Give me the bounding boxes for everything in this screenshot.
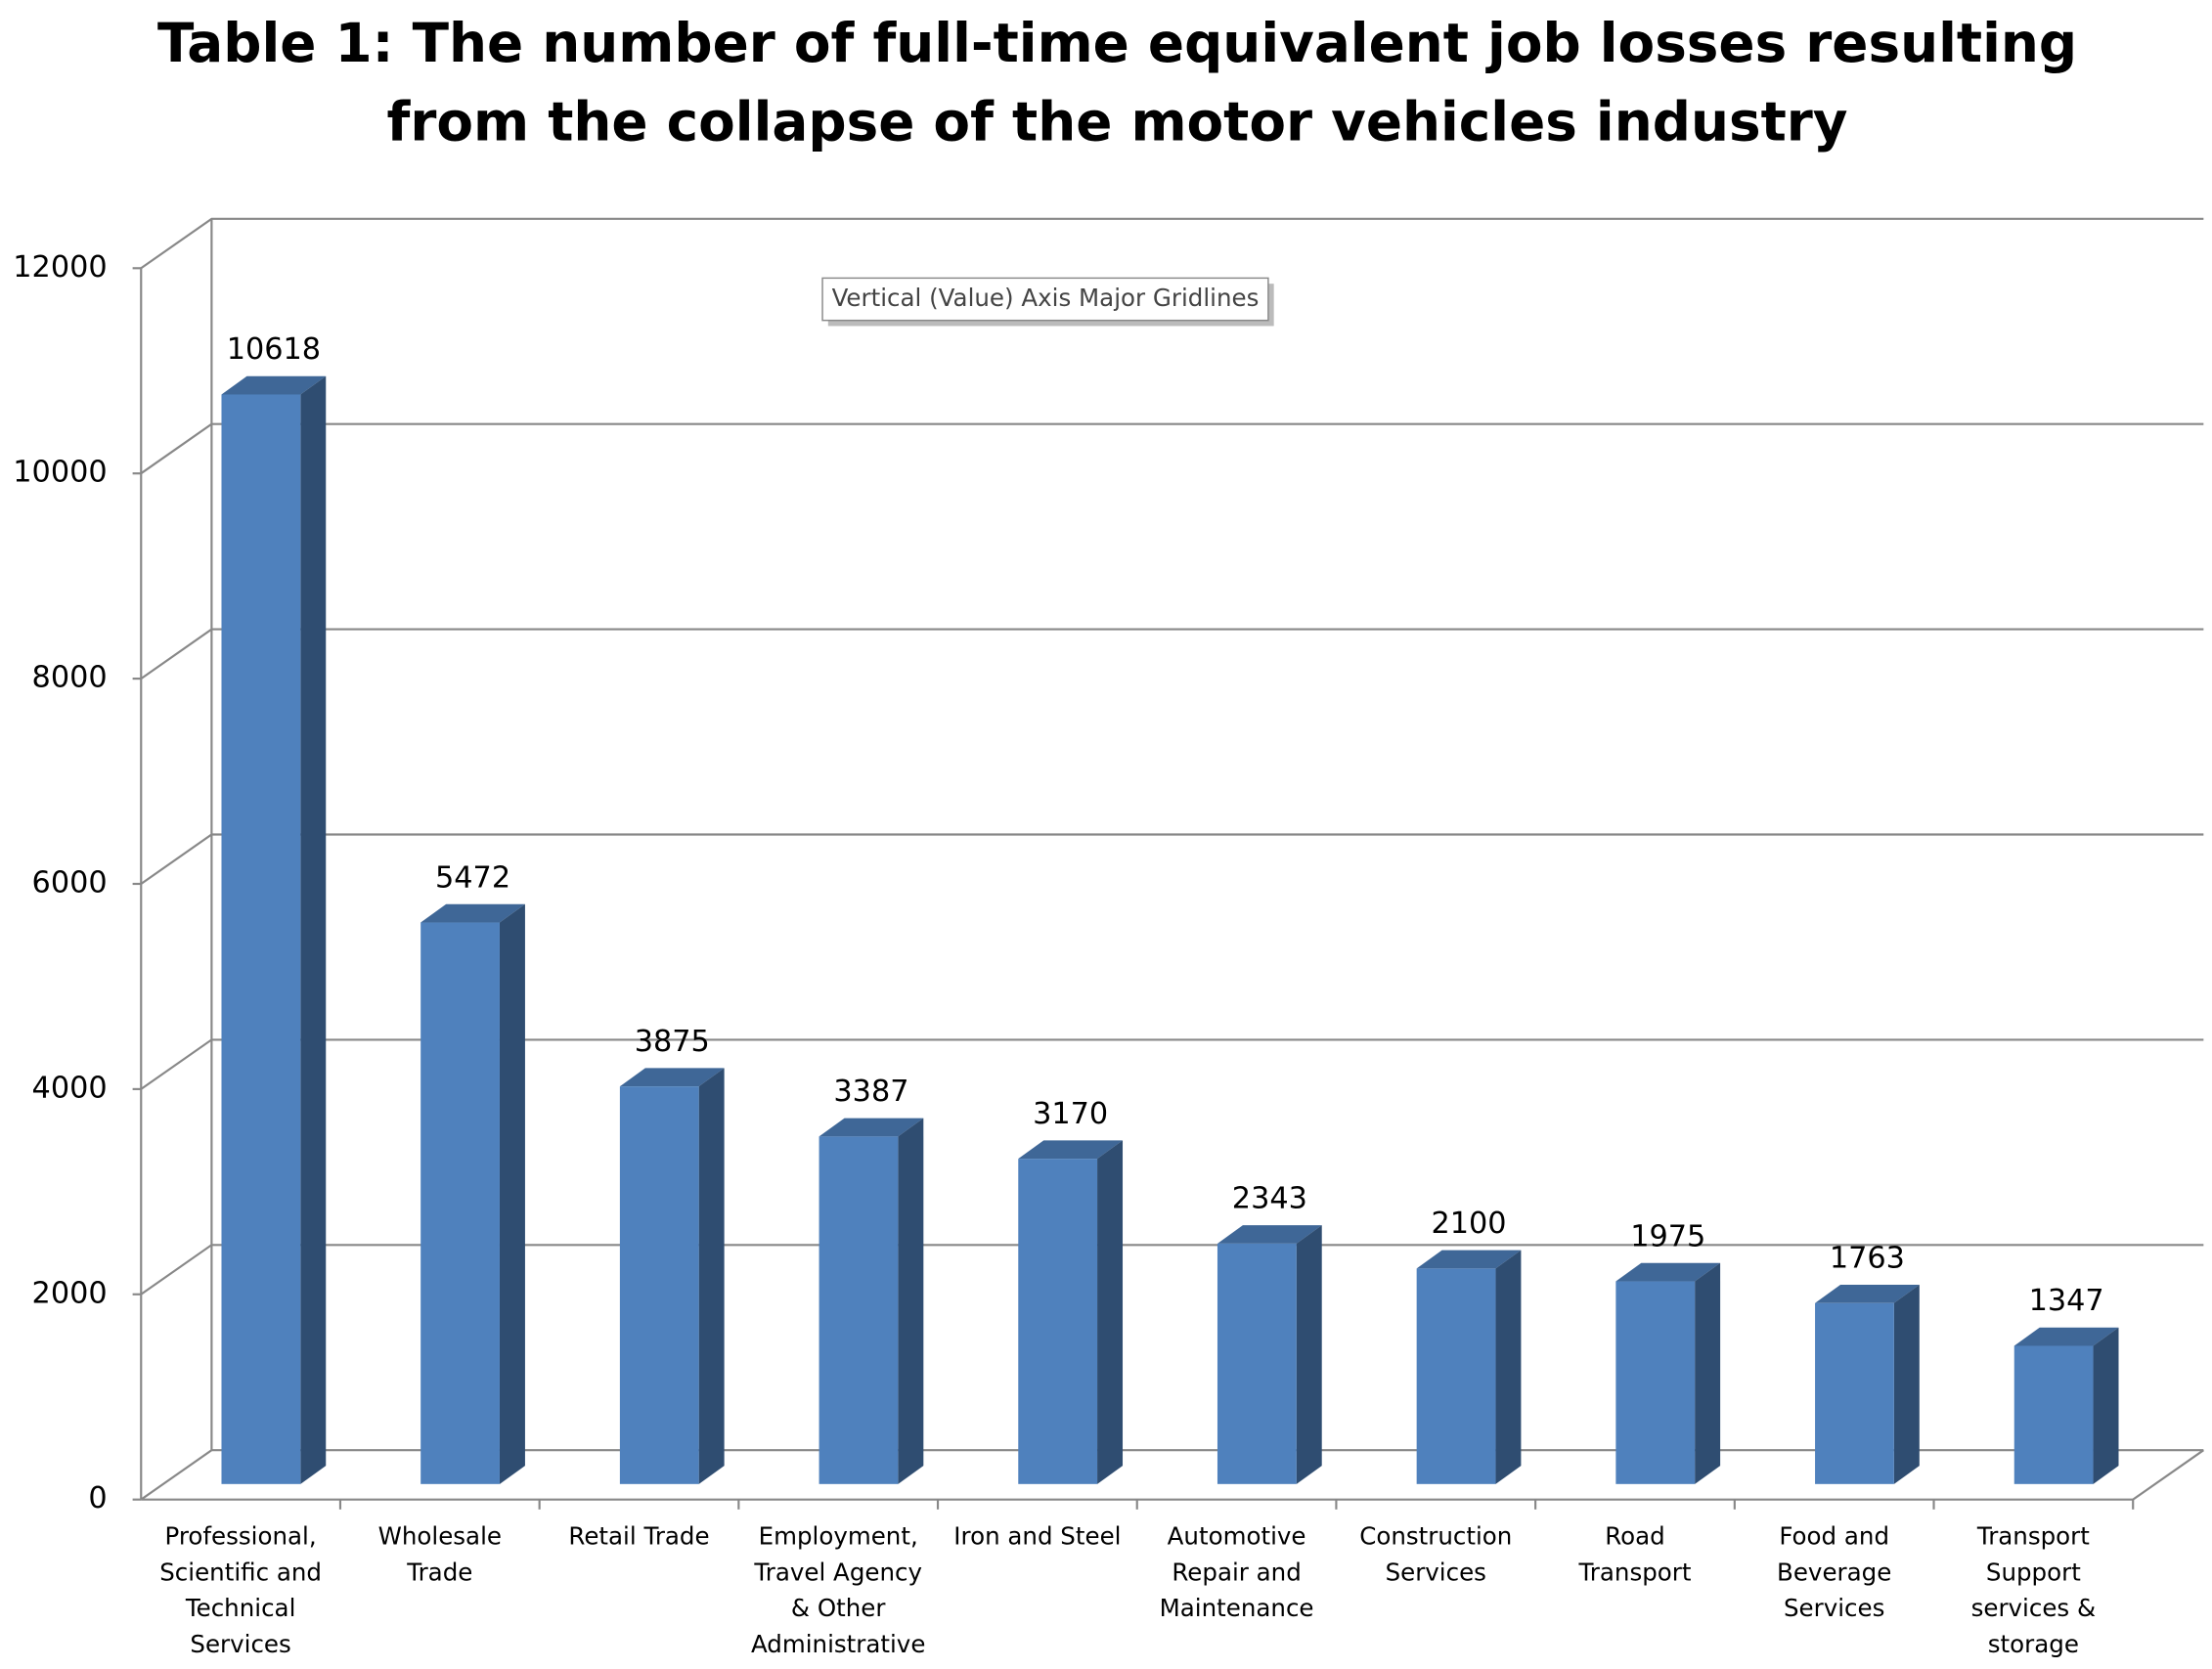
bar — [619, 1068, 725, 1484]
grid-line — [140, 833, 2204, 885]
bar-side — [1097, 1140, 1124, 1484]
tooltip — [821, 277, 1269, 322]
bar-side — [300, 375, 327, 1484]
value-label: 10618 — [227, 332, 321, 367]
bar-top — [1416, 1250, 1522, 1269]
bar-top — [1615, 1262, 1721, 1282]
grid-line — [140, 1038, 2204, 1090]
bar-top — [818, 1118, 924, 1137]
x-tick-label: Employment, Travel Agency & Other Administr… — [751, 1522, 925, 1658]
bar-side — [1296, 1225, 1322, 1484]
bar — [1217, 1225, 1322, 1484]
x-tick-label: Food and Beverage Services — [1777, 1522, 1891, 1623]
value-label: 1763 — [1830, 1242, 1905, 1276]
plot: 0 2000 4000 6000 8000 10000 12000 Professional,… — [13, 217, 2204, 1658]
bar — [1018, 1140, 1124, 1484]
bar-top — [420, 903, 525, 923]
x-tick-label: Road Transport — [1577, 1522, 1691, 1587]
grid-line — [140, 422, 2204, 475]
bar-front — [221, 394, 301, 1484]
y-tick-label: 4000 — [32, 1071, 108, 1105]
value-label: 2100 — [1431, 1207, 1506, 1241]
value-label: 2343 — [1232, 1182, 1307, 1216]
chart-title: Table 1: The number of full-time equival… — [157, 12, 2077, 154]
bar-front — [619, 1086, 699, 1484]
y-tick-label: 12000 — [13, 250, 107, 285]
bar-front — [1615, 1281, 1696, 1484]
value-label: 3875 — [635, 1025, 710, 1059]
bar-front — [2013, 1345, 2094, 1484]
y-tick-label: 10000 — [13, 456, 107, 490]
bar — [1815, 1285, 1920, 1484]
x-tick-label: Automotive Repair and Maintenance — [1160, 1522, 1314, 1623]
bar-top — [1018, 1140, 1124, 1160]
value-label: 3170 — [1033, 1097, 1108, 1131]
grid-line — [140, 1244, 2204, 1296]
value-label: 1975 — [1630, 1219, 1705, 1253]
grid-line — [140, 217, 2204, 270]
bar — [2013, 1327, 2119, 1484]
bar-top — [1815, 1285, 1920, 1303]
x-tick-label: Retail Trade — [568, 1522, 709, 1551]
bar — [1416, 1250, 1522, 1484]
x-tick-label: Construction Services — [1359, 1522, 1512, 1587]
bar-top — [221, 375, 327, 395]
y-tick-label: 2000 — [32, 1276, 108, 1310]
bar-side — [499, 903, 525, 1484]
value-label: 1347 — [2029, 1284, 2104, 1318]
y-tick-label: 0 — [88, 1481, 107, 1515]
x-tick-label: Professional, Scientific and Technical Serv… — [159, 1522, 322, 1658]
bar-front — [1815, 1302, 1894, 1484]
bar — [221, 375, 327, 1484]
x-tick-label: Iron and Steel — [953, 1522, 1121, 1551]
bar — [420, 903, 525, 1484]
bar — [1615, 1262, 1721, 1484]
bar-side — [1893, 1285, 1920, 1484]
bar-front — [1416, 1268, 1496, 1484]
x-tick-label: Wholesale Trade — [378, 1522, 502, 1587]
value-label: 5472 — [435, 860, 510, 895]
bar-top — [619, 1068, 725, 1087]
value-label: 3387 — [833, 1075, 908, 1109]
bar-top — [2013, 1327, 2119, 1346]
bar-top — [1217, 1225, 1322, 1244]
bar-side — [698, 1068, 725, 1484]
bar-front — [1217, 1243, 1297, 1484]
x-tick-label: Transport Support services & storage — [1971, 1522, 2097, 1658]
bar-side — [1695, 1262, 1721, 1484]
grid-line — [140, 628, 2204, 680]
bar-front — [1018, 1159, 1098, 1484]
bar-side — [898, 1118, 924, 1484]
bar — [818, 1118, 924, 1484]
bar-front — [818, 1136, 899, 1484]
bar-side — [2093, 1327, 2119, 1484]
annotation: Vertical (Value) Axis Major Gridlines — [832, 284, 1260, 312]
y-tick-label: 8000 — [32, 661, 108, 695]
bar-side — [1495, 1250, 1522, 1484]
y-tick-label: 6000 — [32, 865, 108, 900]
bar-front — [420, 922, 500, 1484]
grid-line — [140, 1449, 2204, 1501]
